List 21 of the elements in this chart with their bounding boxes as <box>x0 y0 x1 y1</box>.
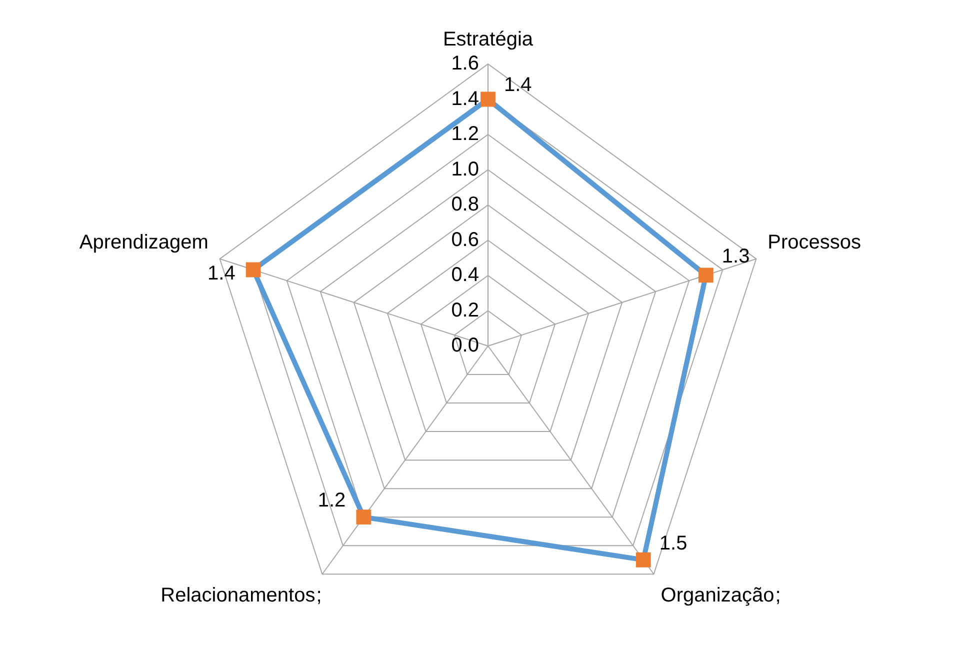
y-tick-label: 0.2 <box>451 299 479 322</box>
spoke-label: Relacionamentos <box>160 584 316 606</box>
y-tick-label: 1.0 <box>451 158 479 180</box>
y-tick-label: 1.6 <box>451 52 479 75</box>
spoke-label: Estratégia <box>442 28 534 51</box>
text: ; <box>316 584 322 606</box>
data-label: 1.4 <box>208 262 236 284</box>
y-tick-label: 1.4 <box>451 88 479 110</box>
y-tick-label: 0.6 <box>451 228 479 251</box>
text: ; <box>775 584 781 606</box>
y-tick-label: 1.2 <box>451 123 479 146</box>
spoke-label: Processos <box>768 232 861 254</box>
data-label: 1.2 <box>318 490 346 512</box>
y-tick-label: 0.4 <box>451 264 479 286</box>
y-tick-label: 0.8 <box>451 194 479 216</box>
data-label: 1.3 <box>722 246 750 268</box>
y-tick-label: 0.0 <box>451 334 479 357</box>
spoke-label: Organização <box>660 584 774 606</box>
spoke-label: Aprendizagem <box>79 232 208 254</box>
data-label: 1.5 <box>659 532 688 554</box>
data-label: 1.4 <box>504 74 532 96</box>
